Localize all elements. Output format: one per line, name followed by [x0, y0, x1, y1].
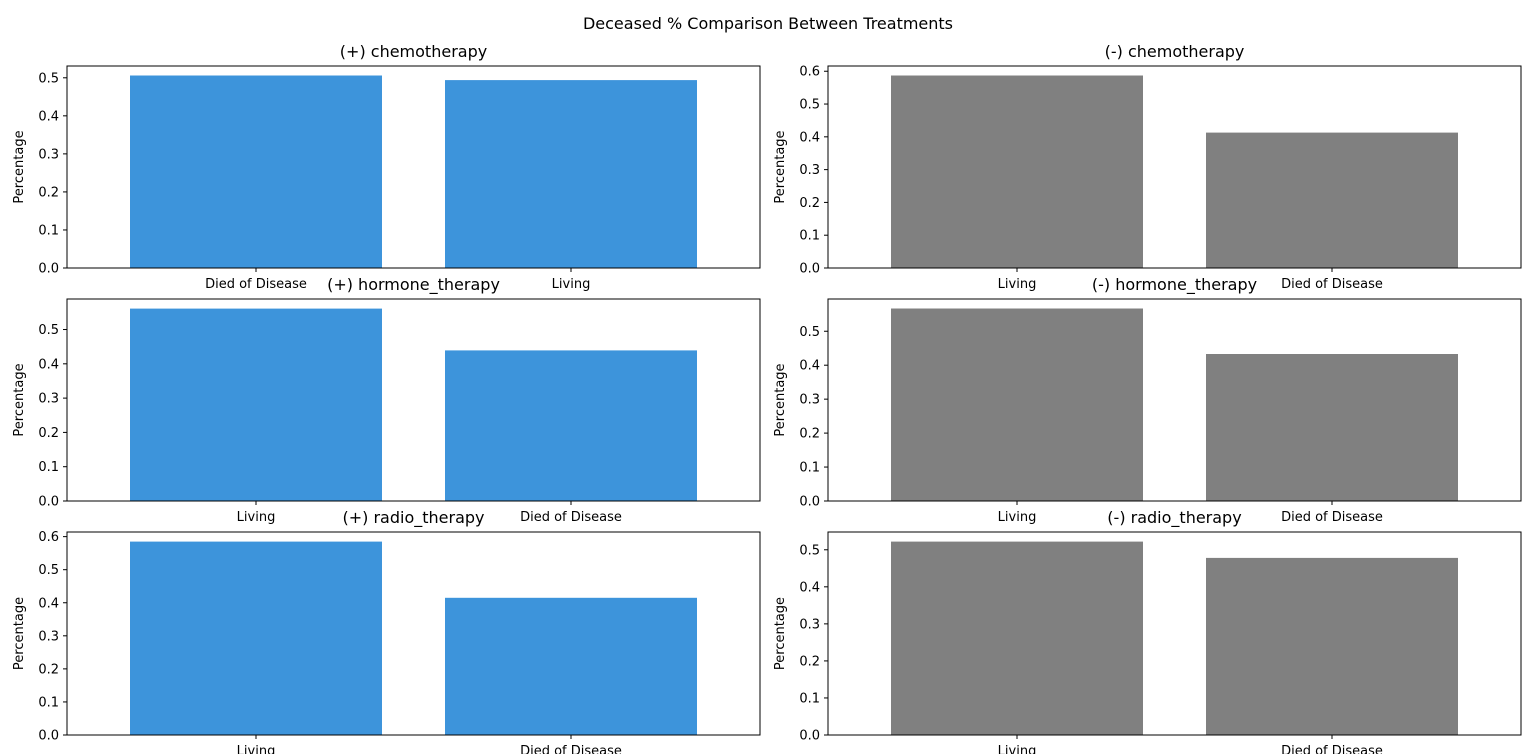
- y-tick-label: 0.5: [38, 323, 59, 338]
- y-axis-label: Percentage: [12, 363, 27, 436]
- y-tick-label: 0.1: [38, 460, 59, 475]
- y-tick-label: 0.0: [38, 262, 59, 277]
- y-axis-label: Percentage: [773, 363, 788, 436]
- y-tick-label: 0.2: [799, 654, 820, 669]
- y-tick-label: 0.3: [799, 617, 820, 632]
- bar-3-2: [445, 350, 697, 501]
- y-tick-label: 0.4: [38, 109, 59, 124]
- y-tick-label: 0.5: [38, 71, 59, 86]
- bar-5-2: [445, 597, 697, 735]
- axes-frame: [66, 531, 761, 736]
- y-tick-label: 0.3: [38, 147, 59, 162]
- subplot-title: (+) chemotherapy: [340, 42, 487, 61]
- y-tick-label: 0.1: [799, 229, 820, 244]
- x-tick-label: Living: [998, 510, 1037, 525]
- x-tick-label: Died of Disease: [1281, 510, 1383, 525]
- y-tick-label: 0.3: [38, 392, 59, 407]
- bar-2-2: [1206, 132, 1458, 268]
- y-axis-label: Percentage: [773, 597, 788, 670]
- y-tick-label: 0.1: [38, 695, 59, 710]
- y-tick-label: 0.1: [38, 223, 59, 238]
- subplot-1: Died of Disease Living 0.0 0.1 0.2 0.3 0.4 0.5 (…: [12, 42, 761, 292]
- y-tick-label: 0.5: [799, 325, 820, 340]
- y-tick-label: 0.4: [799, 359, 820, 374]
- x-tick-label: Died of Disease: [205, 277, 307, 292]
- bar-1-2: [445, 80, 697, 268]
- bar-4-1: [891, 308, 1143, 501]
- x-tick-label: Living: [237, 744, 276, 754]
- subplot-4: Living Died of Disease 0.0 0.1 0.2 0.3 0.4 0.5 (…: [773, 275, 1522, 525]
- y-tick-label: 0.0: [38, 495, 59, 510]
- y-tick-label: 0.6: [38, 530, 59, 545]
- subplot-title: (-) chemotherapy: [1105, 42, 1245, 61]
- subplot-title: (+) radio_therapy: [342, 508, 484, 528]
- x-tick-label: Died of Disease: [520, 510, 622, 525]
- y-tick-label: 0.5: [799, 98, 820, 113]
- y-tick-label: 0.2: [799, 196, 820, 211]
- axes-frame: [66, 298, 761, 502]
- y-tick-label: 0.2: [38, 426, 59, 441]
- y-tick-label: 0.4: [799, 130, 820, 145]
- subplot-5: Living Died of Disease 0.0 0.1 0.2 0.3 0.4 0.5 0…: [12, 508, 761, 754]
- subplot-2: Living Died of Disease 0.0 0.1 0.2 0.3 0.4 0.5 0…: [773, 42, 1522, 292]
- subplot-6: Living Died of Disease 0.0 0.1 0.2 0.3 0.4 0.5 (…: [773, 508, 1522, 754]
- y-tick-label: 0.0: [799, 729, 820, 744]
- bar-1-1: [130, 75, 382, 268]
- y-tick-label: 0.0: [799, 262, 820, 277]
- y-tick-label: 0.2: [38, 662, 59, 677]
- bar-4-2: [1206, 354, 1458, 501]
- y-tick-label: 0.3: [799, 163, 820, 178]
- y-axis-label: Percentage: [12, 597, 27, 670]
- bar-3-1: [130, 308, 382, 501]
- y-tick-label: 0.3: [799, 393, 820, 408]
- subplot-title: (-) radio_therapy: [1107, 508, 1241, 528]
- panels: Died of Disease Living 0.0 0.1 0.2 0.3 0.4 0.5 (…: [12, 42, 1522, 754]
- bar-6-1: [891, 541, 1143, 735]
- y-tick-label: 0.2: [799, 427, 820, 442]
- y-tick-label: 0.5: [799, 543, 820, 558]
- x-tick-label: Died of Disease: [1281, 744, 1383, 754]
- axes-frame: [827, 298, 1522, 502]
- y-tick-label: 0.4: [799, 580, 820, 595]
- y-tick-label: 0.2: [38, 185, 59, 200]
- y-tick-label: 0.3: [38, 629, 59, 644]
- subplot-title: (+) hormone_therapy: [327, 275, 500, 295]
- x-tick-label: Living: [552, 277, 591, 292]
- bar-6-2: [1206, 557, 1458, 735]
- y-tick-label: 0.0: [799, 495, 820, 510]
- y-tick-label: 0.4: [38, 596, 59, 611]
- x-tick-label: Living: [237, 510, 276, 525]
- x-tick-label: Died of Disease: [1281, 277, 1383, 292]
- y-tick-label: 0.5: [38, 563, 59, 578]
- axes-frame: [827, 531, 1522, 736]
- axes-frame: [827, 65, 1522, 269]
- figure-title: Deceased % Comparison Between Treatments: [583, 14, 953, 33]
- y-tick-label: 0.6: [799, 65, 820, 80]
- y-axis-label: Percentage: [12, 130, 27, 203]
- y-tick-label: 0.0: [38, 729, 59, 744]
- bar-2-1: [891, 75, 1143, 268]
- x-tick-label: Living: [998, 744, 1037, 754]
- x-tick-label: Living: [998, 277, 1037, 292]
- bar-5-1: [130, 541, 382, 735]
- y-tick-label: 0.1: [799, 461, 820, 476]
- y-axis-label: Percentage: [773, 130, 788, 203]
- subplot-title: (-) hormone_therapy: [1092, 275, 1257, 295]
- y-tick-label: 0.4: [38, 357, 59, 372]
- axes-frame: [66, 65, 761, 269]
- y-tick-label: 0.1: [799, 691, 820, 706]
- x-tick-label: Died of Disease: [520, 744, 622, 754]
- subplot-3: Living Died of Disease 0.0 0.1 0.2 0.3 0.4 0.5 (…: [12, 275, 761, 525]
